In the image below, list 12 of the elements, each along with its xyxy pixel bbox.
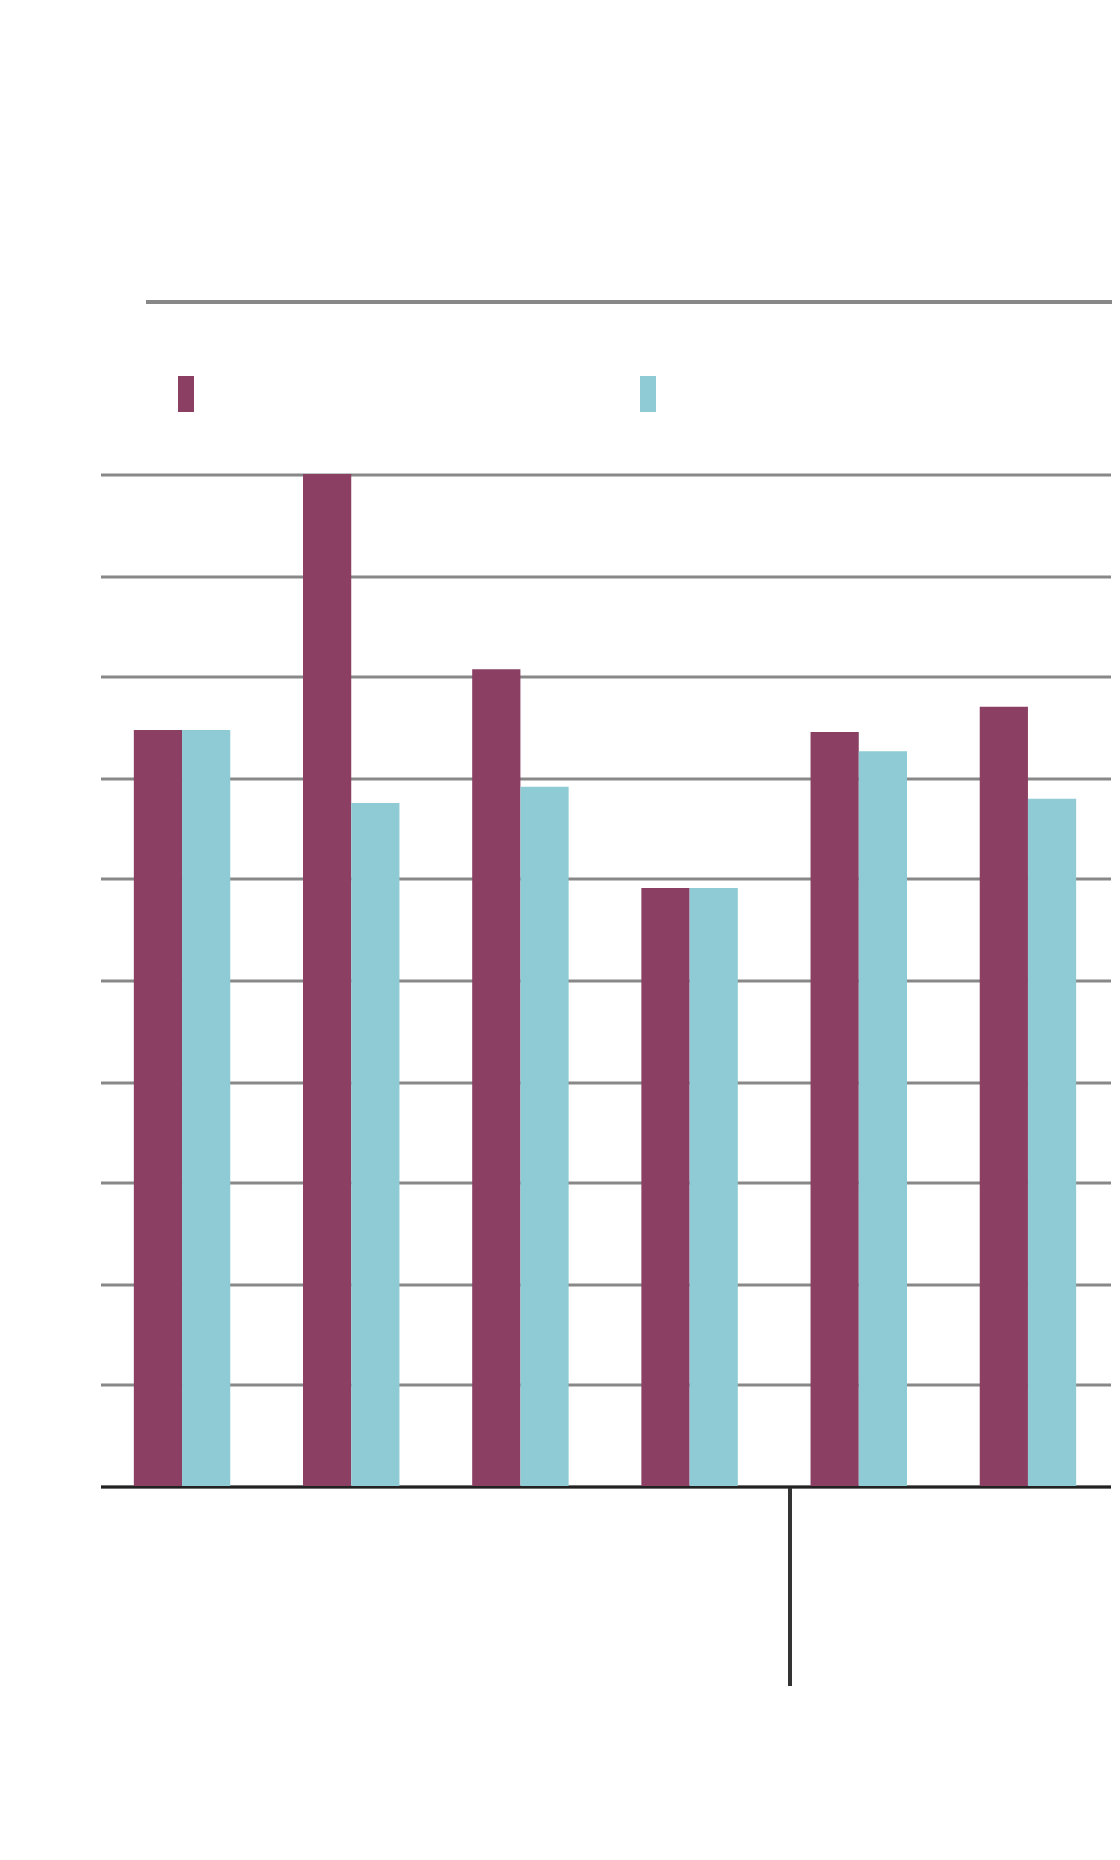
bar <box>133 730 183 1486</box>
bar <box>351 802 400 1486</box>
bar <box>858 751 907 1486</box>
bar <box>472 669 521 1486</box>
bar <box>810 732 859 1486</box>
bar <box>689 887 738 1486</box>
bar <box>979 706 1028 1486</box>
bar <box>520 786 569 1486</box>
bar <box>182 730 231 1486</box>
bar <box>1027 798 1077 1486</box>
bar <box>641 887 690 1486</box>
bar <box>303 474 352 1486</box>
